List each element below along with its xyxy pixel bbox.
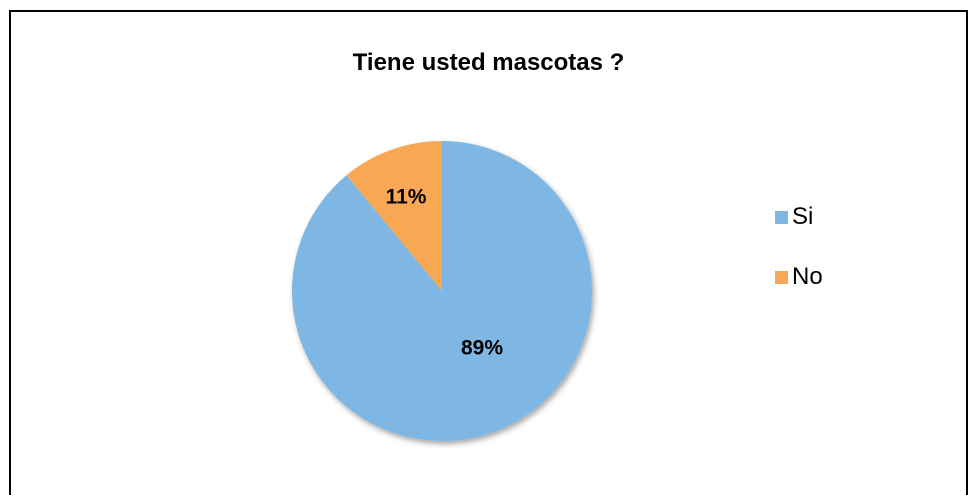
pie-data-labels: 89% 11% [386, 186, 504, 360]
data-label-si: 89% [461, 337, 503, 360]
data-label-no: 11% [386, 186, 427, 209]
pie-slice-si [292, 141, 593, 441]
chart-frame: Tiene usted mascotas ? 89% 11% Si No [9, 10, 968, 495]
legend-label-no: No [792, 263, 823, 290]
chart-title: Tiene usted mascotas ? [352, 49, 625, 76]
legend-item-si: Si [775, 202, 823, 232]
legend: Si No [775, 202, 823, 322]
pie-slices [292, 141, 593, 441]
pie-slice-no [346, 141, 442, 291]
pie-chart: 89% 11% [292, 141, 593, 441]
legend-label-si: Si [792, 203, 814, 230]
legend-item-no: No [775, 262, 823, 292]
legend-swatch-si [775, 210, 788, 224]
legend-swatch-no [775, 270, 788, 284]
